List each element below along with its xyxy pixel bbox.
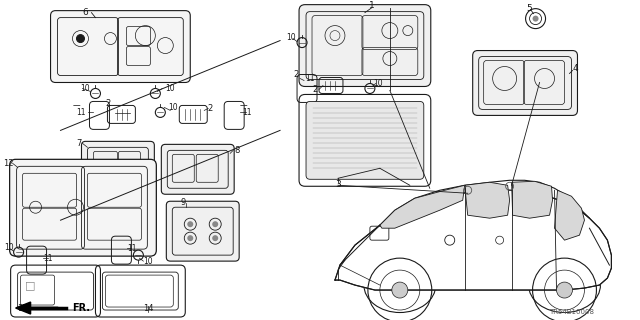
Text: 8: 8: [234, 146, 240, 155]
Polygon shape: [335, 190, 611, 290]
Text: FR.: FR.: [72, 303, 90, 313]
Text: 5: 5: [527, 4, 532, 13]
Polygon shape: [511, 181, 552, 218]
Text: 10: 10: [373, 79, 383, 88]
Text: —: —: [73, 101, 80, 110]
FancyBboxPatch shape: [161, 144, 234, 194]
Text: 10: 10: [166, 84, 175, 93]
Text: 3: 3: [335, 180, 341, 189]
Text: 12: 12: [3, 159, 14, 168]
Text: —: —: [239, 101, 247, 110]
Text: 6: 6: [83, 8, 88, 17]
Text: 2: 2: [207, 104, 213, 113]
Circle shape: [188, 221, 193, 227]
Circle shape: [532, 16, 538, 22]
Text: 10: 10: [286, 33, 296, 42]
Text: 11: 11: [305, 74, 315, 83]
Circle shape: [188, 235, 193, 241]
FancyBboxPatch shape: [10, 159, 156, 256]
FancyBboxPatch shape: [473, 51, 577, 116]
Text: □: □: [26, 280, 36, 290]
Polygon shape: [380, 185, 465, 228]
Text: 11: 11: [243, 108, 252, 117]
FancyBboxPatch shape: [306, 101, 424, 179]
Circle shape: [212, 221, 218, 227]
Text: 10: 10: [4, 243, 13, 252]
Circle shape: [557, 282, 573, 298]
FancyBboxPatch shape: [299, 5, 431, 86]
FancyBboxPatch shape: [81, 141, 154, 194]
Text: 7: 7: [76, 139, 81, 148]
Text: 9: 9: [180, 198, 186, 207]
FancyBboxPatch shape: [166, 201, 239, 261]
Text: 10: 10: [143, 257, 153, 266]
Text: 2: 2: [293, 70, 299, 79]
Polygon shape: [554, 190, 584, 240]
Polygon shape: [15, 302, 31, 314]
Text: 11: 11: [43, 254, 52, 263]
Circle shape: [212, 235, 218, 241]
FancyArrowPatch shape: [20, 305, 63, 311]
FancyBboxPatch shape: [51, 11, 190, 83]
Text: 2: 2: [312, 85, 317, 94]
Text: 10: 10: [168, 103, 178, 112]
Circle shape: [77, 35, 84, 43]
Text: 1: 1: [369, 1, 375, 10]
Text: 2: 2: [106, 99, 111, 108]
Text: 13: 13: [17, 304, 28, 313]
Text: 10: 10: [81, 84, 90, 93]
Text: 11: 11: [127, 244, 137, 253]
Text: TR54B10008: TR54B10008: [550, 309, 595, 315]
Text: 14: 14: [143, 304, 154, 313]
Polygon shape: [465, 182, 509, 218]
Text: 4: 4: [573, 64, 579, 73]
Text: 11: 11: [76, 108, 85, 117]
Circle shape: [392, 282, 408, 298]
